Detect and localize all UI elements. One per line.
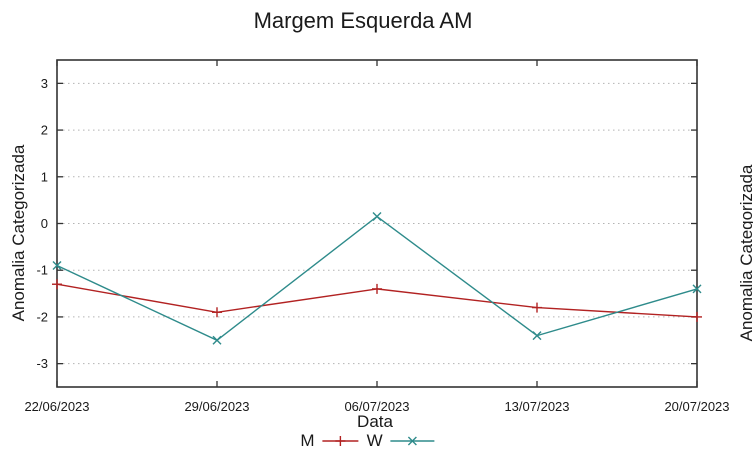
y-tick-label: -2 — [36, 309, 48, 324]
adjacent-chart-y-axis-label: Anomalia Categorizada — [737, 164, 753, 342]
plot-border — [56, 59, 698, 388]
legend-sample-W — [390, 436, 435, 446]
series-W — [52, 211, 702, 345]
y-tick-label: -3 — [36, 356, 48, 371]
series-line-W — [56, 215, 698, 342]
legend-label-W: W — [366, 431, 383, 450]
marker-cross-W — [52, 261, 62, 271]
x-tick-label: 29/06/2023 — [184, 399, 249, 414]
y-axis-label: Anomalia Categorizada — [9, 144, 28, 322]
x-tick-label: 13/07/2023 — [504, 399, 569, 414]
marker-cross-W — [212, 335, 222, 345]
x-axis-label: Data — [357, 412, 393, 431]
marker-cross-W — [692, 284, 702, 294]
y-tick-label: 2 — [41, 123, 48, 138]
marker-cross-W — [372, 211, 382, 221]
y-tick-label: 0 — [41, 216, 48, 231]
x-tick-label: 20/07/2023 — [664, 399, 729, 414]
legend-sample-M — [322, 436, 359, 446]
legend-label-M: M — [300, 431, 315, 450]
legend-marker-cross — [408, 436, 418, 446]
marker-cross-W — [532, 331, 542, 341]
chart-title: Margem Esquerda AM — [253, 8, 473, 33]
series-M — [52, 279, 702, 322]
x-tick-label: 06/07/2023 — [344, 399, 409, 414]
y-tick-label: 1 — [41, 169, 48, 184]
y-tick-label: -1 — [36, 263, 48, 278]
y-tick-label: 3 — [41, 76, 48, 91]
x-tick-label: 22/06/2023 — [24, 399, 89, 414]
